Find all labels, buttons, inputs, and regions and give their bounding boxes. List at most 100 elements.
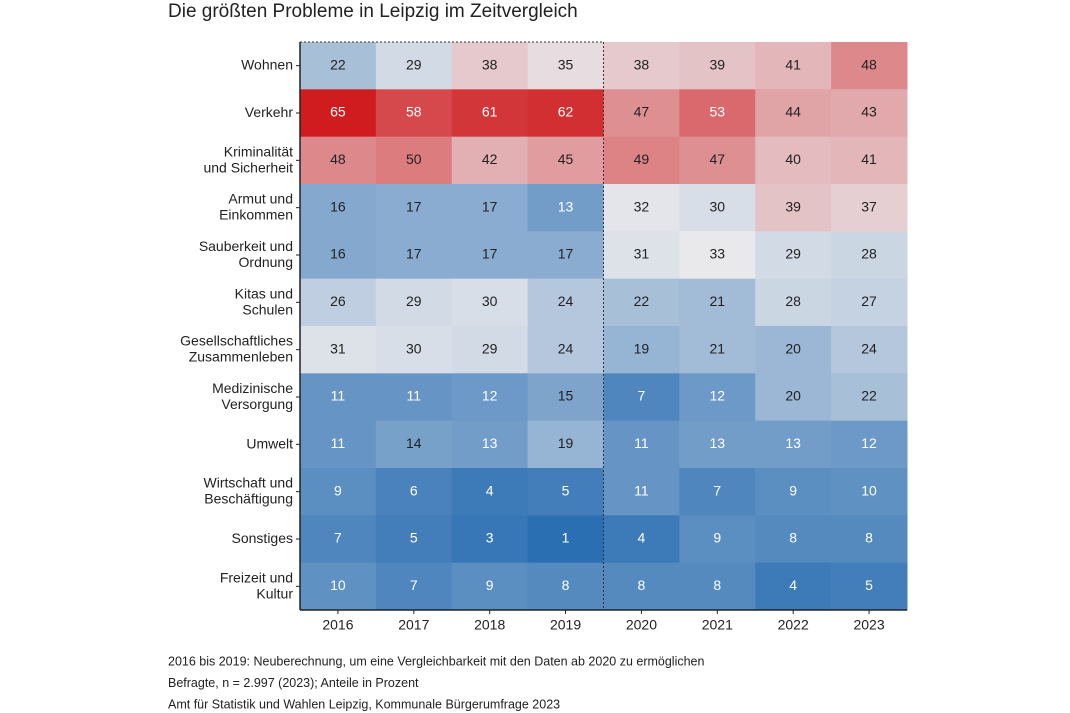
- cell-label: 17: [406, 246, 422, 262]
- cell-label: 33: [710, 246, 726, 262]
- y-tick-label: Sauberkeit und Ordnung: [199, 238, 293, 270]
- heat-cell: [755, 136, 832, 185]
- y-tick-label-line: Sauberkeit und: [199, 238, 293, 254]
- cell-label: 4: [789, 577, 797, 593]
- heat-cell: [755, 515, 832, 564]
- heat-cell: [527, 278, 604, 327]
- cell-label: 29: [785, 246, 801, 262]
- heat-cell: [451, 420, 529, 469]
- heat-cell: [679, 468, 756, 516]
- cell-label: 29: [406, 293, 422, 309]
- heat-cell: [831, 562, 908, 611]
- cell-label: 24: [558, 340, 574, 356]
- cell-label: 58: [406, 104, 422, 120]
- cell-label: 7: [410, 577, 418, 593]
- cell-label: 12: [861, 435, 877, 451]
- y-tick-label-line: Versorgung: [221, 396, 293, 412]
- heat-cell: [755, 278, 832, 327]
- heat-cell: [451, 231, 529, 280]
- cell-label: 9: [789, 482, 797, 498]
- heat-cell: [451, 184, 529, 232]
- x-tick-label: 2022: [778, 617, 809, 633]
- y-tick-label-line: Umwelt: [246, 435, 293, 451]
- heat-cell: [375, 515, 453, 564]
- cell-label: 17: [406, 198, 422, 214]
- cell-label: 40: [785, 151, 801, 167]
- cell-label: 38: [634, 56, 650, 72]
- cell-label: 26: [330, 293, 346, 309]
- cell-label: 41: [861, 151, 877, 167]
- heat-cell: [755, 420, 832, 469]
- y-tick-label: Umwelt: [246, 435, 293, 451]
- heat-cell: [603, 468, 680, 516]
- heat-cell: [679, 89, 756, 138]
- cell-label: 4: [486, 482, 494, 498]
- cell-label: 43: [861, 104, 877, 120]
- cell-label: 47: [710, 151, 726, 167]
- heat-cell: [375, 373, 453, 422]
- heat-cell: [603, 373, 680, 422]
- heat-cell: [451, 278, 529, 327]
- y-tick-label-line: Wirtschaft und: [204, 474, 293, 490]
- heat-cell: [831, 231, 908, 280]
- heat-cell: [603, 278, 680, 327]
- cell-label: 9: [334, 482, 342, 498]
- heat-cell: [831, 184, 908, 232]
- cell-label: 5: [410, 530, 418, 546]
- heat-cell: [451, 562, 529, 611]
- y-tick-label-line: und Sicherheit: [203, 159, 293, 175]
- y-tick-label-line: Armut und: [228, 190, 293, 206]
- cell-label: 19: [634, 340, 650, 356]
- cell-label: 8: [789, 530, 797, 546]
- cell-label: 65: [330, 104, 346, 120]
- heat-cell: [603, 89, 680, 138]
- heat-cell: [679, 373, 756, 422]
- cell-label: 31: [634, 246, 650, 262]
- heat-cell: [300, 515, 377, 564]
- heat-cell: [603, 515, 680, 564]
- cell-label: 45: [558, 151, 574, 167]
- y-tick-label-line: Kitas und: [235, 285, 293, 301]
- heat-cell: [451, 326, 529, 374]
- heat-cell: [679, 136, 756, 185]
- cell-label: 50: [406, 151, 422, 167]
- heat-cell: [375, 231, 453, 280]
- x-tick-label: 2021: [702, 617, 733, 633]
- cell-label: 13: [558, 198, 574, 214]
- heat-cell: [679, 184, 756, 232]
- cell-label: 12: [482, 388, 498, 404]
- heat-cell: [527, 89, 604, 138]
- heat-cell: [755, 373, 832, 422]
- heat-cell: [755, 231, 832, 280]
- cell-label: 9: [713, 530, 721, 546]
- x-tick-label: 2018: [474, 617, 505, 633]
- heat-cell: [831, 373, 908, 422]
- heat-cell: [831, 515, 908, 564]
- heat-cell: [527, 326, 604, 374]
- cell-label: 49: [634, 151, 650, 167]
- cell-label: 8: [713, 577, 721, 593]
- cell-label: 38: [482, 56, 498, 72]
- cell-label: 10: [861, 482, 877, 498]
- y-tick-label-line: Ordnung: [239, 254, 293, 270]
- cell-label: 22: [861, 388, 877, 404]
- y-tick-label: Kitas und Schulen: [235, 285, 293, 317]
- heat-cell: [300, 468, 377, 516]
- footnote: Befragte, n = 2.997 (2023); Anteile in P…: [168, 676, 419, 690]
- heat-cell: [755, 468, 832, 516]
- heat-cell: [603, 136, 680, 185]
- heat-cell: [527, 42, 604, 90]
- cell-label: 7: [713, 482, 721, 498]
- cell-label: 9: [486, 577, 494, 593]
- cell-label: 27: [861, 293, 877, 309]
- cell-label: 32: [634, 198, 650, 214]
- cell-label: 17: [558, 246, 574, 262]
- heat-cell: [300, 420, 377, 469]
- heat-cell: [603, 420, 680, 469]
- heat-cell: [375, 136, 453, 185]
- heat-cell: [375, 468, 453, 516]
- cell-label: 29: [406, 56, 422, 72]
- y-tick-label: Sonstiges: [232, 530, 293, 546]
- cell-label: 20: [785, 388, 801, 404]
